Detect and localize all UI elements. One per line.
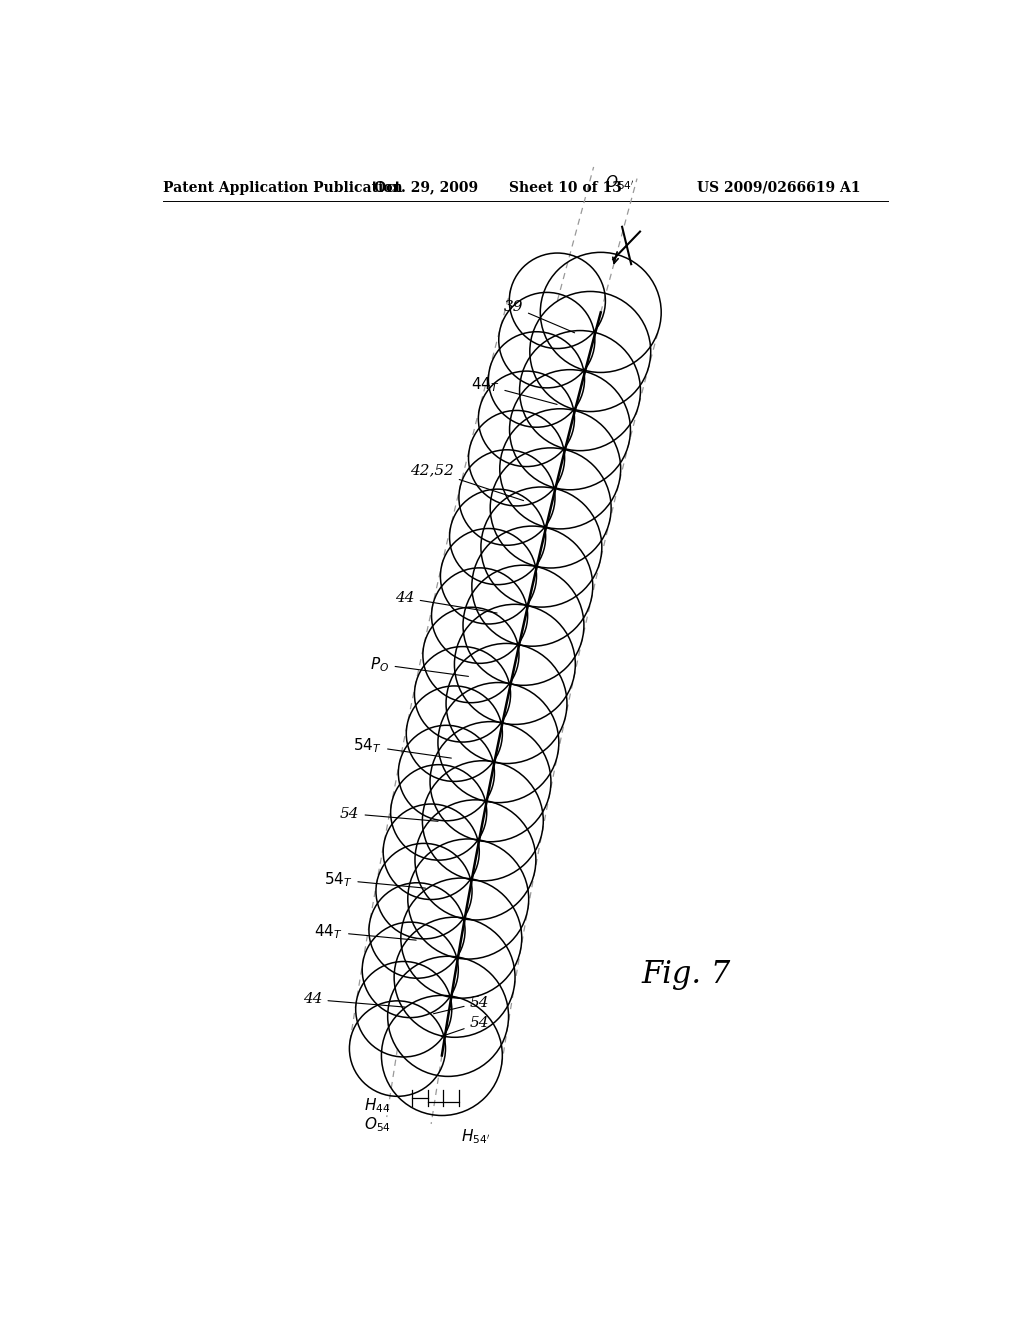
Text: 39: 39 xyxy=(504,300,574,333)
Text: $H_{44}$: $H_{44}$ xyxy=(365,1096,391,1115)
Text: Sheet 10 of 13: Sheet 10 of 13 xyxy=(509,181,623,194)
Text: 42,52: 42,52 xyxy=(410,463,523,500)
Text: 54: 54 xyxy=(340,807,438,821)
Text: $O_{54^{\prime}}$: $O_{54^{\prime}}$ xyxy=(605,173,635,191)
Text: Oct. 29, 2009: Oct. 29, 2009 xyxy=(375,181,478,194)
Text: US 2009/0266619 A1: US 2009/0266619 A1 xyxy=(697,181,861,194)
Text: $44_T$: $44_T$ xyxy=(471,376,557,404)
Text: 54: 54 xyxy=(433,995,489,1014)
Text: 44: 44 xyxy=(395,591,497,612)
Text: 54: 54 xyxy=(441,1016,489,1036)
Text: $54_T$: $54_T$ xyxy=(353,737,452,758)
Text: $54_T$: $54_T$ xyxy=(324,871,426,890)
Text: Fig. 7: Fig. 7 xyxy=(641,960,731,990)
Text: $H_{54^{\prime}}$: $H_{54^{\prime}}$ xyxy=(461,1127,490,1146)
Text: $44_T$: $44_T$ xyxy=(314,923,416,941)
Text: 44: 44 xyxy=(303,993,404,1007)
Text: Patent Application Publication: Patent Application Publication xyxy=(163,181,402,194)
Text: $O_{54}$: $O_{54}$ xyxy=(365,1115,391,1134)
Text: $P_O$: $P_O$ xyxy=(371,655,468,676)
